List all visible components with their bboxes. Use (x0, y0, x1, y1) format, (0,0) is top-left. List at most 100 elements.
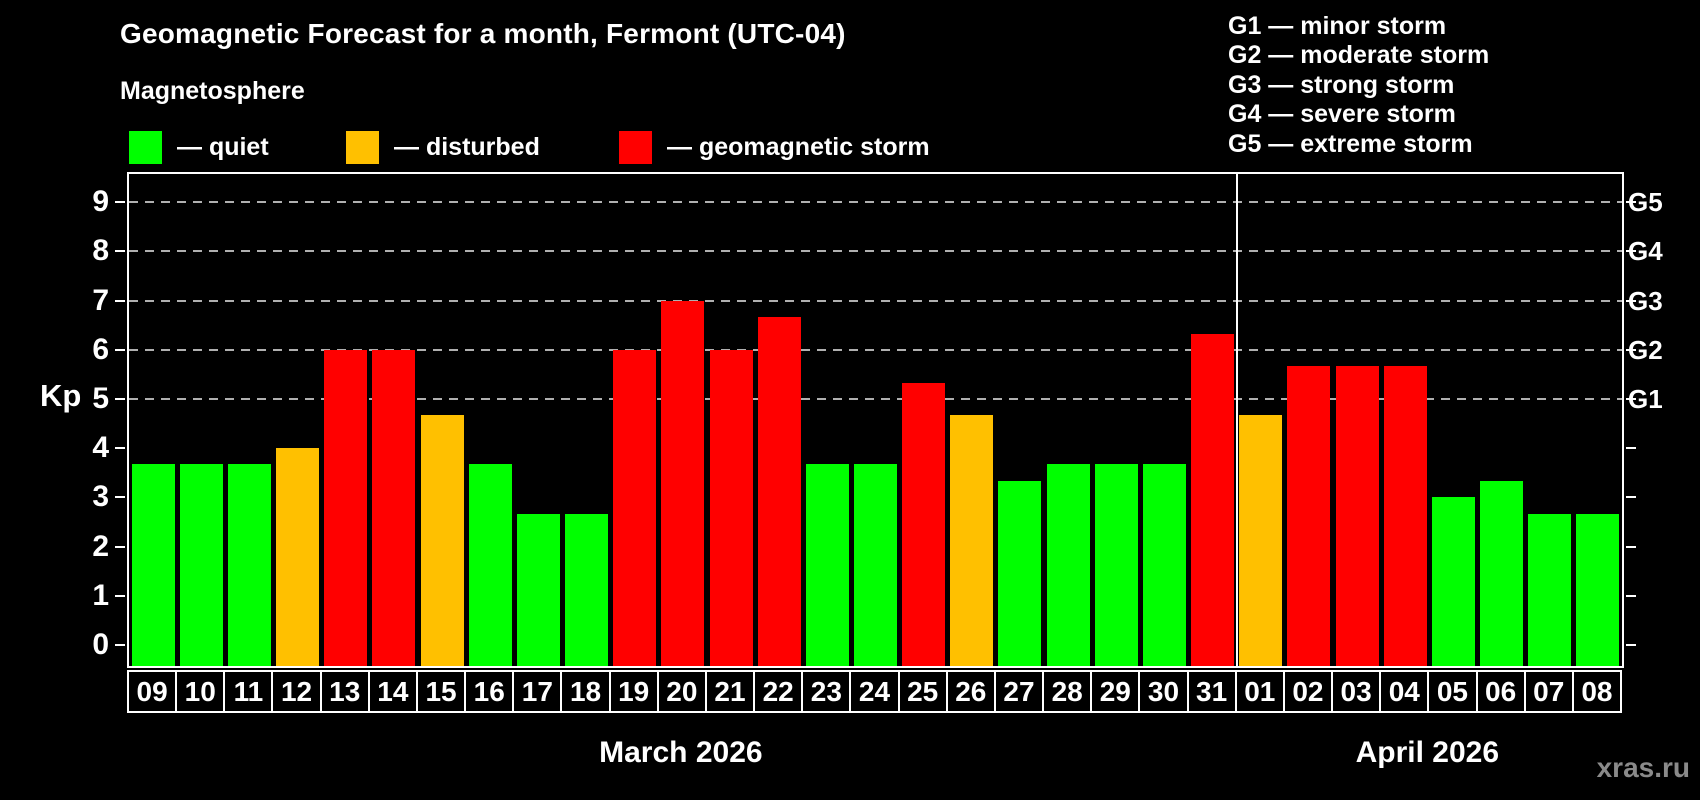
day-label-cell: 31 (1186, 670, 1237, 713)
day-label-cell: 13 (319, 670, 370, 713)
day-label-cell: 18 (560, 670, 611, 713)
kp-bar-day-29 (1094, 464, 1138, 666)
kp-bar-day-04 (1383, 366, 1427, 666)
day-label-cell: 19 (608, 670, 659, 713)
y-tick-label: 5 (92, 382, 109, 415)
day-axis-row: 09 10 11 12 13 14 15 16 17 18 19 20 21 22 23 24 25 26 27 28… (127, 670, 1624, 713)
day-label-cell: 14 (367, 670, 418, 713)
chart-title: Geomagnetic Forecast for a month, Fermon… (120, 18, 846, 49)
kp-bar-day-31 (1191, 333, 1235, 666)
day-label-cell: 28 (1042, 670, 1093, 713)
left-axis-tick (115, 201, 125, 204)
y-tick-label: 0 (92, 628, 109, 661)
day-label-cell: 10 (175, 670, 226, 713)
gridline-kp-5 (129, 398, 1622, 400)
day-label-cell: 04 (1379, 670, 1430, 713)
left-axis-tick (115, 299, 125, 302)
kp-bar-day-06 (1480, 481, 1524, 666)
kp-bar-day-25 (902, 382, 946, 666)
g-scale-label-g1: G1 (1628, 384, 1663, 414)
storm-scale-line-2: G2 — moderate storm (1228, 41, 1490, 70)
right-axis-tick (1626, 348, 1636, 351)
left-axis-tick (115, 447, 125, 450)
g-scale-label-g2: G2 (1628, 334, 1663, 365)
day-label-cell: 29 (1090, 670, 1141, 713)
month-separator (1235, 174, 1238, 666)
watermark: xras.ru (1596, 752, 1690, 783)
day-label-cell: 23 (801, 670, 852, 713)
right-axis-tick (1626, 250, 1636, 253)
y-tick-label: 4 (92, 431, 109, 465)
chart-subtitle: Magnetosphere (120, 77, 305, 105)
y-tick-label: 3 (92, 480, 109, 514)
storm-scale-line-4: G4 — severe storm (1228, 100, 1456, 129)
kp-bar-day-22 (757, 316, 801, 666)
gridline-kp-9 (129, 201, 1622, 204)
y-tick-label: 2 (92, 529, 109, 563)
day-label-cell: 12 (271, 670, 322, 713)
month-label-1: April 2026 (1355, 736, 1500, 769)
day-label-cell: 30 (1138, 670, 1189, 713)
kp-bar-day-12 (276, 448, 320, 666)
kp-bar-day-28 (1046, 464, 1090, 666)
legend-storm-label: — geomagnetic storm (667, 133, 930, 161)
kp-bar-day-02 (1287, 366, 1331, 666)
kp-bar-day-16 (468, 464, 512, 666)
gridline-kp-7 (129, 299, 1622, 302)
plot-area: 0 1 2 3 4 5 6 7 8 9 G1 G2 G3 G4 G5 (92, 172, 1663, 668)
legend-quiet-label: — quiet (177, 133, 269, 161)
day-label-cell: 08 (1571, 670, 1622, 713)
right-axis-tick (1626, 447, 1636, 450)
right-axis-tick (1626, 644, 1636, 646)
day-label-cell: 25 (897, 670, 948, 713)
day-label-cell: 27 (993, 670, 1045, 713)
y-tick-label: 7 (92, 283, 109, 317)
g-scale-label-g3: G3 (1628, 285, 1663, 316)
left-axis-tick (115, 250, 125, 253)
legend-disturbed-label: — disturbed (394, 133, 540, 161)
y-tick-label: 8 (92, 234, 109, 268)
y-tick-label: 6 (92, 332, 109, 366)
right-axis-tick (1626, 545, 1636, 548)
g-scale-label-g5: G5 (1628, 187, 1663, 218)
kp-bar-day-09 (131, 464, 175, 666)
kp-bar-day-23 (805, 464, 849, 666)
kp-bar-day-24 (854, 464, 897, 666)
left-axis-tick (115, 398, 125, 400)
day-label-cell: 17 (512, 670, 563, 713)
day-label-cell: 26 (945, 670, 996, 713)
gridline-kp-8 (129, 250, 1622, 253)
storm-color-swatch (619, 131, 652, 164)
day-label-cell: 02 (1282, 670, 1334, 713)
day-label-cell: 07 (1523, 670, 1574, 713)
right-axis-tick (1626, 299, 1636, 302)
kp-bar-day-10 (179, 464, 223, 666)
quiet-color-swatch (129, 131, 162, 164)
gridline-kp-6 (129, 348, 1622, 351)
day-label-cell: 16 (464, 670, 515, 713)
y-axis-title: Kp (40, 378, 82, 413)
kp-bar-day-07 (1528, 513, 1572, 666)
day-label-cell: 09 (127, 670, 178, 713)
right-axis-tick (1626, 496, 1636, 499)
kp-bar-day-11 (227, 464, 271, 666)
kp-bar-day-03 (1335, 366, 1379, 666)
day-label-cell: 15 (415, 670, 467, 713)
kp-bar-day-18 (565, 513, 609, 666)
kp-bar-day-15 (420, 415, 464, 666)
storm-scale-legend: G1 — minor storm G2 — moderate storm G3 — … (1228, 12, 1489, 159)
left-axis-tick (115, 594, 125, 597)
kp-bar-day-14 (372, 349, 416, 666)
kp-bar-day-08 (1576, 513, 1620, 666)
right-axis-tick (1626, 398, 1636, 400)
legend-item-quiet: — quiet (129, 131, 269, 164)
month-label-0: March 2026 (599, 736, 763, 769)
kp-bar-day-20 (661, 300, 705, 666)
storm-scale-line-3: G3 — strong storm (1228, 70, 1455, 99)
left-axis-tick (115, 545, 125, 548)
legend-item-disturbed: — disturbed (346, 131, 540, 164)
day-label-cell: 06 (1475, 670, 1526, 713)
day-label-cell: 24 (849, 670, 900, 713)
left-axis-tick (115, 644, 125, 646)
